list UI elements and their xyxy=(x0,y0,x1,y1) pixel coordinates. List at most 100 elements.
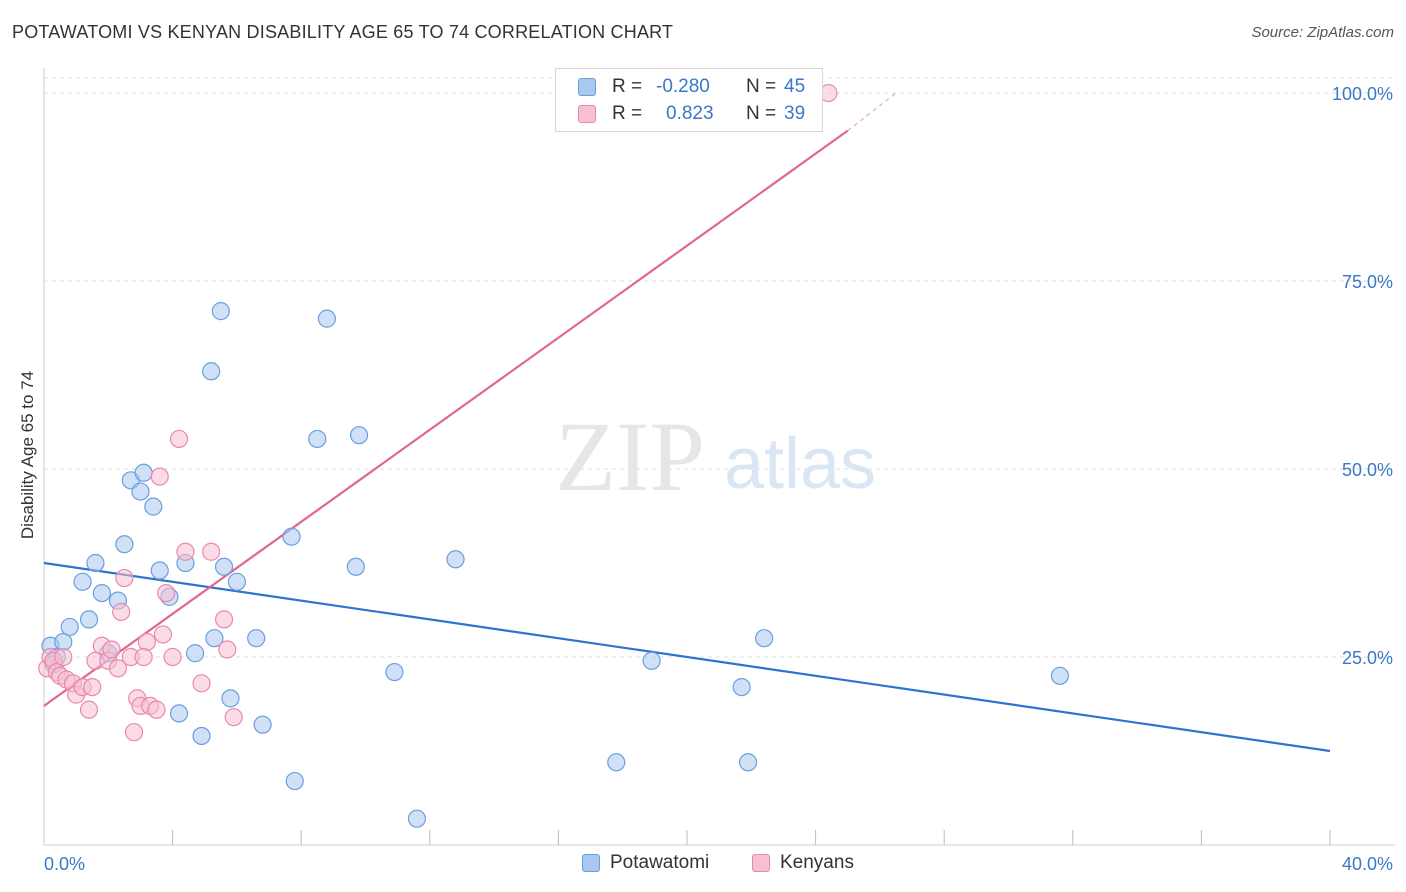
legend-label-potawatomi: Potawatomi xyxy=(610,852,710,873)
point-potawatomi xyxy=(214,557,234,576)
point-kenyans xyxy=(176,542,195,561)
point-kenyans xyxy=(202,542,221,561)
point-potawatomi xyxy=(192,726,211,746)
point-potawatomi xyxy=(732,677,751,697)
legend-r-label: R = xyxy=(612,76,643,97)
point-potawatomi xyxy=(407,809,427,828)
y-tick-labels: 25.0% 50.0% 75.0% 100.0% xyxy=(1332,84,1393,668)
chart-source: Source: ZipAtlas.com xyxy=(1251,24,1394,41)
point-kenyans xyxy=(83,677,102,697)
legend-row-kenyans: R = 0.823 N = 39 xyxy=(578,101,805,127)
point-kenyans xyxy=(54,647,73,667)
y-tick-label: 75.0% xyxy=(1342,272,1393,292)
grid-lines xyxy=(44,77,1395,658)
point-potawatomi xyxy=(349,426,369,445)
point-kenyans xyxy=(218,640,237,659)
legend-swatch-kenyans xyxy=(578,105,596,123)
point-potawatomi xyxy=(144,497,163,516)
point-kenyans xyxy=(214,610,234,629)
point-potawatomi xyxy=(253,715,272,734)
point-potawatomi xyxy=(446,550,465,569)
point-potawatomi xyxy=(1050,666,1070,685)
point-potawatomi xyxy=(247,629,266,648)
point-kenyans xyxy=(157,583,176,603)
point-potawatomi xyxy=(134,463,153,482)
y-tick-label: 100.0% xyxy=(1332,84,1393,104)
point-kenyans xyxy=(115,568,134,588)
point-kenyans xyxy=(108,659,128,678)
point-kenyans xyxy=(134,647,153,667)
point-potawatomi xyxy=(385,662,404,682)
trend-extension-kenyans xyxy=(847,92,897,132)
x-tick-label: 40.0% xyxy=(1342,854,1393,874)
point-kenyans xyxy=(124,723,144,742)
legend-r-label: R = xyxy=(612,103,643,124)
point-kenyans xyxy=(150,467,169,486)
point-kenyans xyxy=(79,700,99,719)
point-potawatomi xyxy=(60,617,79,637)
point-potawatomi xyxy=(317,309,337,328)
point-kenyans xyxy=(224,708,243,727)
legend-n-label: N = xyxy=(746,76,777,97)
point-potawatomi xyxy=(282,527,301,546)
point-potawatomi xyxy=(346,557,365,576)
point-potawatomi xyxy=(755,629,774,648)
legend-n-value: 45 xyxy=(784,76,806,97)
point-potawatomi xyxy=(221,689,240,708)
legend-item-kenyans[interactable]: Kenyans xyxy=(752,852,854,874)
point-potawatomi xyxy=(308,429,327,449)
point-potawatomi xyxy=(202,362,221,381)
legend-label-kenyans: Kenyans xyxy=(780,852,854,873)
trend-lines xyxy=(43,92,1331,753)
point-potawatomi xyxy=(211,302,230,321)
point-kenyans xyxy=(169,429,189,449)
point-potawatomi xyxy=(131,482,150,501)
series-legend: Potawatomi Kenyans xyxy=(0,852,1406,878)
point-potawatomi xyxy=(607,753,626,772)
point-kenyans xyxy=(137,632,156,652)
x-tick-label: 0.0% xyxy=(44,854,85,874)
point-potawatomi xyxy=(79,610,99,629)
axes xyxy=(43,68,1395,846)
legend-row-potawatomi: R = -0.280 N = 45 xyxy=(578,74,805,100)
point-potawatomi xyxy=(150,561,169,580)
legend-swatch-kenyans xyxy=(752,854,770,872)
legend-swatch-potawatomi xyxy=(578,78,596,96)
point-potawatomi xyxy=(169,704,189,723)
y-tick-label: 25.0% xyxy=(1342,648,1393,668)
point-potawatomi xyxy=(285,771,304,791)
point-potawatomi xyxy=(205,629,224,648)
point-potawatomi xyxy=(227,572,246,591)
point-kenyans xyxy=(192,674,211,693)
trend-line-kenyans xyxy=(43,129,849,707)
point-kenyans xyxy=(112,602,131,621)
trend-line-potawatomi xyxy=(43,561,1331,753)
watermark-zip: ZIP xyxy=(555,401,705,512)
x-tick-labels: 0.0% 40.0% xyxy=(44,854,1393,874)
point-kenyans xyxy=(153,625,173,644)
watermark: ZIP atlas xyxy=(555,401,876,512)
y-tick-label: 50.0% xyxy=(1342,460,1393,480)
point-potawatomi xyxy=(642,651,661,670)
point-potawatomi xyxy=(115,535,134,554)
legend-r-value: 0.823 xyxy=(666,103,714,124)
correlation-legend: R = -0.280 N = 45 R = 0.823 N = 39 xyxy=(555,68,823,132)
legend-swatch-potawatomi xyxy=(582,854,600,872)
point-potawatomi xyxy=(92,583,111,603)
legend-r-value: -0.280 xyxy=(656,76,710,97)
point-potawatomi xyxy=(186,644,205,663)
point-potawatomi xyxy=(738,753,758,772)
data-points xyxy=(38,83,1070,828)
point-potawatomi xyxy=(73,572,92,591)
point-kenyans xyxy=(147,700,166,719)
legend-item-potawatomi[interactable]: Potawatomi xyxy=(582,852,709,874)
watermark-atlas: atlas xyxy=(724,424,876,504)
legend-n-value: 39 xyxy=(784,103,806,124)
legend-n-label: N = xyxy=(746,103,777,124)
point-potawatomi xyxy=(86,553,105,573)
point-kenyans xyxy=(102,640,121,659)
point-kenyans xyxy=(163,647,182,667)
y-axis-label: Disability Age 65 to 74 xyxy=(18,370,37,540)
chart-title: POTAWATOMI VS KENYAN DISABILITY AGE 65 T… xyxy=(12,22,674,42)
